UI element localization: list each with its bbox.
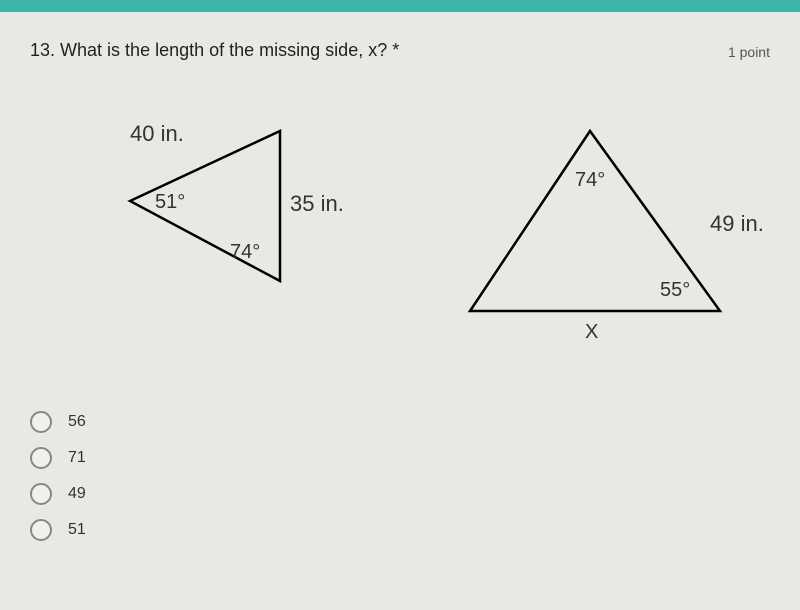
radio-icon[interactable]	[30, 483, 52, 505]
t2-angle-right: 55°	[660, 279, 690, 302]
option-label-2: 49	[68, 485, 86, 503]
option-label-3: 51	[68, 521, 86, 539]
points-label: 1 point	[728, 44, 770, 60]
option-0[interactable]: 56	[30, 411, 770, 433]
triangle-2	[460, 121, 740, 341]
option-label-1: 71	[68, 449, 86, 467]
option-3[interactable]: 51	[30, 519, 770, 541]
question-number: 13.	[30, 40, 55, 60]
question-row: 13. What is the length of the missing si…	[30, 40, 770, 61]
t2-angle-top: 74°	[575, 169, 605, 192]
t1-angle-bottom: 74°	[230, 241, 260, 264]
radio-icon[interactable]	[30, 519, 52, 541]
t1-side-top: 40 in.	[130, 121, 184, 147]
diagram-area: 40 in. 35 in. 51° 74° 74° 49 in. 55° X	[30, 91, 770, 391]
options-list: 56 71 49 51	[30, 411, 770, 541]
option-2[interactable]: 49	[30, 483, 770, 505]
option-1[interactable]: 71	[30, 447, 770, 469]
question-body: What is the length of the missing side, …	[60, 40, 399, 60]
radio-icon[interactable]	[30, 447, 52, 469]
option-label-0: 56	[68, 413, 86, 431]
t1-angle-left: 51°	[155, 191, 185, 214]
t1-side-right: 35 in.	[290, 191, 344, 217]
t2-side-right: 49 in.	[710, 211, 764, 237]
question-text: 13. What is the length of the missing si…	[30, 40, 399, 61]
radio-icon[interactable]	[30, 411, 52, 433]
t2-side-bottom: X	[585, 321, 598, 344]
